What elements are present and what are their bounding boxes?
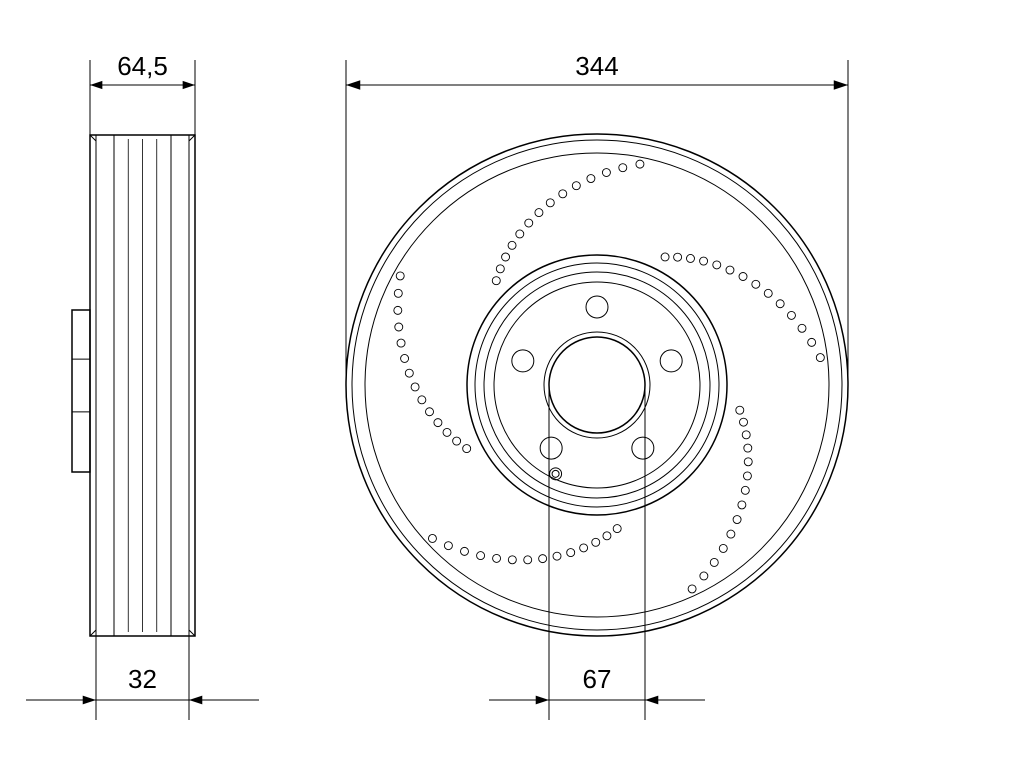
dim-disc-diameter: 344 bbox=[575, 51, 618, 81]
side-view bbox=[72, 135, 195, 636]
dim-side-width: 64,5 bbox=[117, 51, 168, 81]
front-view bbox=[346, 134, 848, 636]
technical-drawing: 64,5 344 67 32 bbox=[0, 0, 1024, 768]
dim-side-thickness: 32 bbox=[128, 664, 157, 694]
dimensions: 64,5 344 67 32 bbox=[26, 51, 848, 720]
dim-bore-diameter: 67 bbox=[583, 664, 612, 694]
